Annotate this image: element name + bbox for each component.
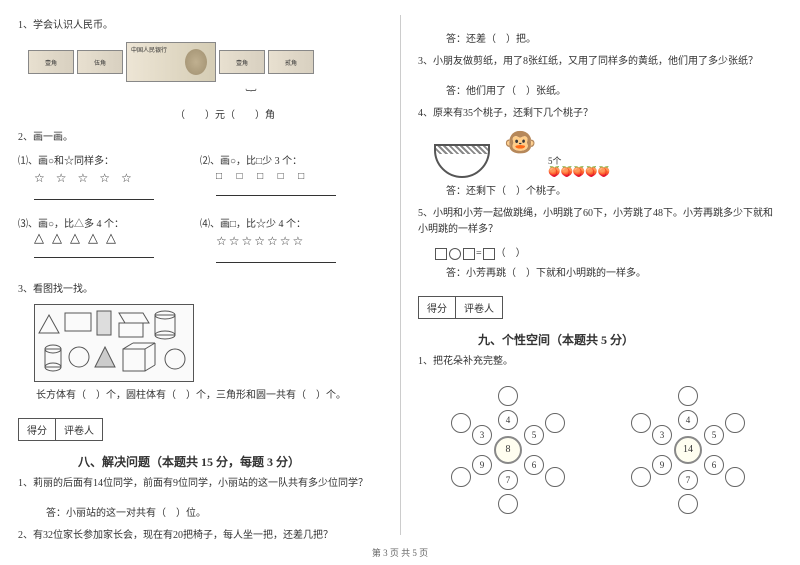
section-9-title: 九、个性空间（本题共 5 分） <box>478 331 782 348</box>
petal-outer <box>545 467 565 487</box>
squares-1: □ □ □ □ □ <box>216 171 382 182</box>
s8-2: 2、有32位家长参加家长会，现在有20把椅子，每人坐一把，还差几把？ <box>18 528 382 544</box>
score-1: 得分 <box>19 419 56 440</box>
petal-inner: 7 <box>498 470 518 490</box>
petal-inner: 3 <box>652 425 672 445</box>
petal-outer <box>498 386 518 406</box>
petal-inner: 9 <box>472 455 492 475</box>
q2-2: ⑵、画○，比□少 3 个： □ □ □ □ □ <box>200 152 382 209</box>
petal-inner: 5 <box>524 425 544 445</box>
s8-3: 3、小朋友做剪纸，用了8张红纸，又用了同样多的黄纸，他们用了多少张纸？ <box>418 54 782 70</box>
petal-outer <box>498 494 518 514</box>
score-2: 评卷人 <box>56 419 102 440</box>
flower-1-center: 8 <box>494 436 522 464</box>
q2-3: ⑶、画○，比△多 4 个： <box>18 215 200 272</box>
brace: ︸ <box>118 86 382 102</box>
flower-1: 8 45 679 3 <box>438 380 578 520</box>
money-bills: 壹角 伍角 中国人民银行 壹角 贰角 <box>28 42 382 82</box>
petal-outer <box>451 413 471 433</box>
petal-inner: 4 <box>498 410 518 430</box>
q2-row2: ⑶、画○，比△多 4 个： ⑷、画□，比☆少 4 个： ☆☆☆☆☆☆☆ <box>18 215 382 272</box>
petal-inner: 4 <box>678 410 698 430</box>
q2: 2、画一画。 <box>18 130 382 146</box>
score-box-9: 得分 评卷人 <box>418 296 503 319</box>
q1: 1、学会认识人民币。 <box>18 18 382 34</box>
score-3: 得分 <box>419 297 456 318</box>
s8-3a: 答：他们用了（ ）张纸。 <box>446 84 782 100</box>
q1-fill: （ ）元（ ）角 <box>68 108 382 124</box>
bill-small-2: 伍角 <box>77 50 123 74</box>
q2-4: ⑷、画□，比☆少 4 个： ☆☆☆☆☆☆☆ <box>200 215 382 272</box>
blank-4 <box>216 253 336 263</box>
s8-4: 4、原来有35个桃子，还剩下几个桃子？ <box>418 106 782 122</box>
left-column: 1、学会认识人民币。 壹角 伍角 中国人民银行 壹角 贰角 ︸ （ ）元（ ）角… <box>0 0 400 565</box>
q2-row1: ⑴、画○和☆同样多： ☆ ☆ ☆ ☆ ☆ ⑵、画○，比□少 3 个： □ □ □… <box>18 152 382 209</box>
petal-outer <box>678 494 698 514</box>
petal-inner: 5 <box>704 425 724 445</box>
q3-text: 长方体有（ ）个，圆柱体有（ ）个，三角形和圆一共有（ ）个。 <box>36 388 382 404</box>
petal-inner: 3 <box>472 425 492 445</box>
score-4: 评卷人 <box>456 297 502 318</box>
s8-1: 1、莉丽的后面有14位同学，前面有9位同学，小丽站的这一队共有多少位同学？ <box>18 476 382 492</box>
section-8-title: 八、解决问题（本题共 15 分，每题 3 分） <box>78 453 382 470</box>
flower-2-center: 14 <box>674 436 702 464</box>
blank-1 <box>34 190 154 200</box>
s8-2a: 答：还差（ ）把。 <box>446 32 782 48</box>
petal-outer <box>725 467 745 487</box>
shapes-box <box>34 304 194 382</box>
flower-row: 8 456793 14 456793 <box>438 380 782 520</box>
s8-5a: 答：小芳再跳（ ）下就和小明跳的一样多。 <box>446 266 782 282</box>
q2-1-label: ⑴、画○和☆同样多： <box>18 152 200 167</box>
flower-2: 14 45 679 3 <box>618 380 758 520</box>
petal-inner: 7 <box>678 470 698 490</box>
q2-1: ⑴、画○和☆同样多： ☆ ☆ ☆ ☆ ☆ <box>18 152 200 209</box>
q2-4-label: ⑷、画□，比☆少 4 个： <box>200 215 382 230</box>
shapes-svg <box>35 305 195 383</box>
equation: =（ ） <box>434 244 782 260</box>
s8-5: 5、小明和小芳一起做跳绳，小明跳了60下，小芳跳了48下。小芳再跳多少下就和小明… <box>418 206 782 238</box>
stars-1: ☆ ☆ ☆ ☆ ☆ <box>34 171 200 186</box>
s8-4a: 答：还剩下（ ）个桃子。 <box>446 184 782 200</box>
petal-outer <box>678 386 698 406</box>
s9-1: 1、把花朵补充完整。 <box>418 354 782 370</box>
petal-outer <box>631 467 651 487</box>
bill-small-4: 贰角 <box>268 50 314 74</box>
monkey-scene: 5个 🍑🍑🍑🍑🍑 <box>434 128 782 178</box>
score-box-8: 得分 评卷人 <box>18 418 103 441</box>
bill-large: 中国人民银行 <box>126 42 216 82</box>
petal-outer <box>631 413 651 433</box>
triangles <box>34 234 200 244</box>
basket-icon <box>434 144 490 178</box>
petal-inner: 6 <box>704 455 724 475</box>
right-column: 答：还差（ ）把。 3、小朋友做剪纸，用了8张红纸，又用了同样多的黄纸，他们用了… <box>400 0 800 565</box>
petal-outer <box>545 413 565 433</box>
blank-3 <box>34 248 154 258</box>
bill-small-1: 壹角 <box>28 50 74 74</box>
q3: 3、看图找一找。 <box>18 282 382 298</box>
petal-inner: 6 <box>524 455 544 475</box>
petal-outer <box>451 467 471 487</box>
monkey-icon <box>498 128 540 178</box>
blank-2 <box>216 186 336 196</box>
bill-small-3: 壹角 <box>219 50 265 74</box>
petal-outer <box>725 413 745 433</box>
page-footer: 第 3 页 共 5 页 <box>0 546 800 559</box>
peaches-ground: 5个 🍑🍑🍑🍑🍑 <box>548 154 610 178</box>
peach-count-label: 5个 <box>548 154 562 167</box>
stars-2: ☆☆☆☆☆☆☆ <box>216 234 382 249</box>
petal-inner: 9 <box>652 455 672 475</box>
q2-2-label: ⑵、画○，比□少 3 个： <box>200 152 382 167</box>
s8-1a: 答：小丽站的这一对共有（ ）位。 <box>46 506 382 522</box>
q2-3-label: ⑶、画○，比△多 4 个： <box>18 215 200 230</box>
